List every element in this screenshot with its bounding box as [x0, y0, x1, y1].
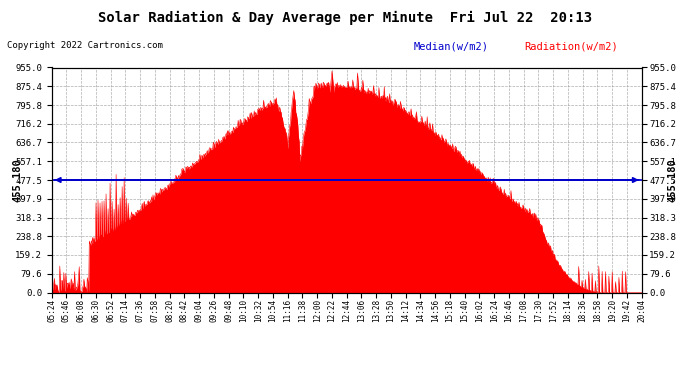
Text: Radiation(w/m2): Radiation(w/m2)	[524, 41, 618, 51]
Text: 455.180: 455.180	[12, 158, 22, 202]
Text: 455.180: 455.180	[668, 158, 678, 202]
Text: Median(w/m2): Median(w/m2)	[414, 41, 489, 51]
Text: Copyright 2022 Cartronics.com: Copyright 2022 Cartronics.com	[7, 41, 163, 50]
Text: Solar Radiation & Day Average per Minute  Fri Jul 22  20:13: Solar Radiation & Day Average per Minute…	[98, 11, 592, 26]
